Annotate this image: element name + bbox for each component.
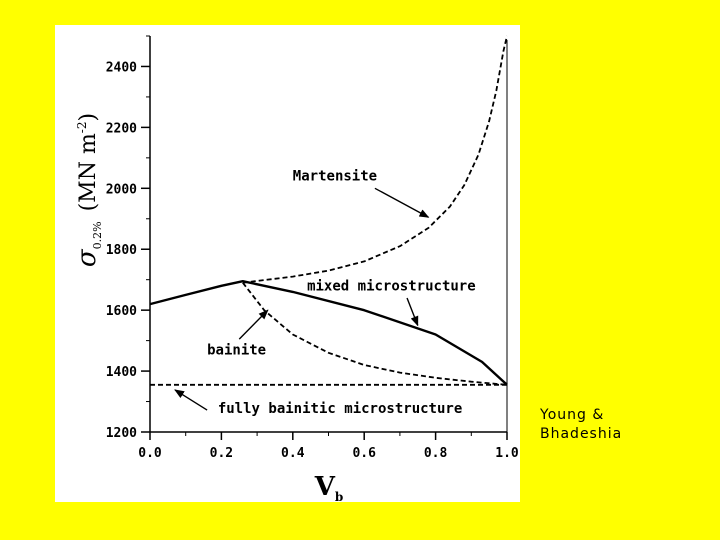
y-tick-label: 1400: [106, 365, 137, 380]
annotation-arrow: [174, 389, 208, 411]
y-axis-label-sup: -2: [75, 121, 89, 133]
x-tick-label: 0.2: [210, 446, 233, 461]
annotation-bainite: bainite: [207, 342, 266, 358]
y-axis-label-symbol-sub: 0.2%: [91, 221, 104, 249]
annotation-mixed-microstructure: mixed microstructure: [307, 278, 476, 294]
annotation-arrow: [238, 309, 269, 340]
y-axis-label-text: (MN m: [76, 133, 101, 211]
y-tick-label: 2000: [106, 182, 137, 197]
x-tick-label: 0.8: [424, 446, 448, 461]
y-tick-label: 2200: [106, 121, 137, 136]
x-tick-label: 0.0: [138, 446, 162, 461]
y-axis-label: σ0.2% (MN m-2): [72, 113, 104, 267]
y-tick-label: 1200: [106, 426, 137, 441]
y-tick-label: 1800: [106, 243, 137, 258]
annotations: Martensite mixed microstructure bainite ful…: [174, 169, 476, 417]
x-axis-label: Vb: [314, 472, 344, 502]
series-martensite: [242, 35, 508, 284]
annotation-fully-bainitic-microstructure: fully bainitic microstructure: [218, 401, 462, 417]
x-tick-label: 1.0: [495, 446, 519, 461]
annotation-arrow: [374, 187, 430, 218]
annotation-martensite: Martensite: [293, 169, 377, 185]
figure-panel: 1200 1400 1600 1800 2000 2200 2400 0.0 0.2 0.4 0.6…: [55, 25, 520, 502]
y-tick-label: 2400: [106, 60, 137, 75]
y-axis-label-symbol: σ: [72, 248, 102, 267]
annotation-arrow: [406, 297, 419, 327]
x-axis-label-main: V: [314, 472, 336, 502]
axes: 1200 1400 1600 1800 2000 2200 2400 0.0 0.2 0.4 0.6…: [106, 35, 519, 461]
x-axis-label-sub: b: [335, 490, 343, 502]
series-mixed-microstructure: [149, 280, 508, 386]
y-tick-label: 1600: [106, 304, 137, 319]
series-layer: [149, 35, 508, 386]
x-tick-label: 0.4: [281, 446, 305, 461]
credit-text: Young & Bhadeshia: [540, 407, 623, 442]
yield-strength-chart: 1200 1400 1600 1800 2000 2200 2400 0.0 0.2 0.4 0.6…: [72, 35, 519, 502]
y-axis-label-close: ): [76, 113, 101, 122]
series-bainite: [242, 282, 508, 386]
x-tick-label: 0.6: [352, 446, 376, 461]
